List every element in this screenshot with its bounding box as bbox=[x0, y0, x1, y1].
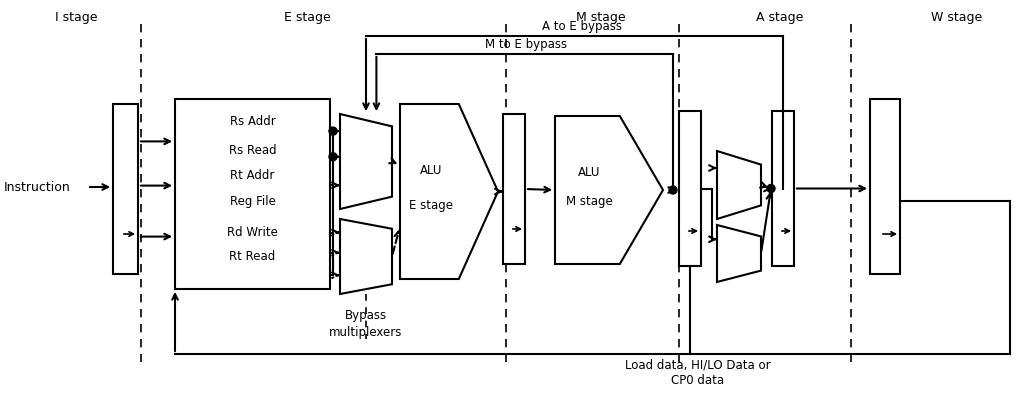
Bar bbox=[113, 104, 138, 274]
Text: Load data, HI/LO Data or: Load data, HI/LO Data or bbox=[626, 358, 771, 371]
Text: CP0 data: CP0 data bbox=[672, 374, 725, 387]
Text: E stage: E stage bbox=[284, 11, 331, 24]
Polygon shape bbox=[717, 151, 761, 219]
Text: E stage: E stage bbox=[410, 199, 454, 212]
Text: ALU: ALU bbox=[420, 164, 442, 177]
Text: M stage: M stage bbox=[577, 11, 626, 24]
Text: M to E bypass: M to E bypass bbox=[485, 38, 567, 51]
Bar bbox=[679, 111, 701, 266]
Circle shape bbox=[329, 153, 337, 161]
Polygon shape bbox=[400, 104, 498, 279]
Text: ALU: ALU bbox=[579, 166, 601, 179]
Text: multiplexers: multiplexers bbox=[330, 326, 402, 339]
Circle shape bbox=[329, 127, 337, 135]
Text: Instruction: Instruction bbox=[4, 180, 71, 193]
Text: A to E bypass: A to E bypass bbox=[542, 20, 622, 33]
Text: W stage: W stage bbox=[932, 11, 983, 24]
Text: I stage: I stage bbox=[54, 11, 97, 24]
Polygon shape bbox=[717, 225, 761, 282]
Bar bbox=[772, 111, 794, 266]
Text: M stage: M stage bbox=[566, 195, 613, 208]
Bar bbox=[175, 99, 330, 289]
Text: Rs Addr: Rs Addr bbox=[229, 115, 275, 128]
Bar bbox=[503, 114, 525, 264]
Text: Rs Read: Rs Read bbox=[228, 144, 276, 157]
Text: A stage: A stage bbox=[757, 11, 804, 24]
Text: Bypass: Bypass bbox=[345, 309, 387, 322]
Circle shape bbox=[767, 184, 775, 193]
Text: Rt Read: Rt Read bbox=[229, 250, 275, 263]
Text: Reg File: Reg File bbox=[229, 195, 275, 208]
Polygon shape bbox=[340, 114, 392, 209]
Circle shape bbox=[669, 186, 677, 194]
Text: Rd Write: Rd Write bbox=[227, 225, 278, 238]
Polygon shape bbox=[555, 116, 663, 264]
Text: Rt Addr: Rt Addr bbox=[230, 169, 274, 182]
Bar bbox=[870, 99, 900, 274]
Polygon shape bbox=[340, 219, 392, 294]
